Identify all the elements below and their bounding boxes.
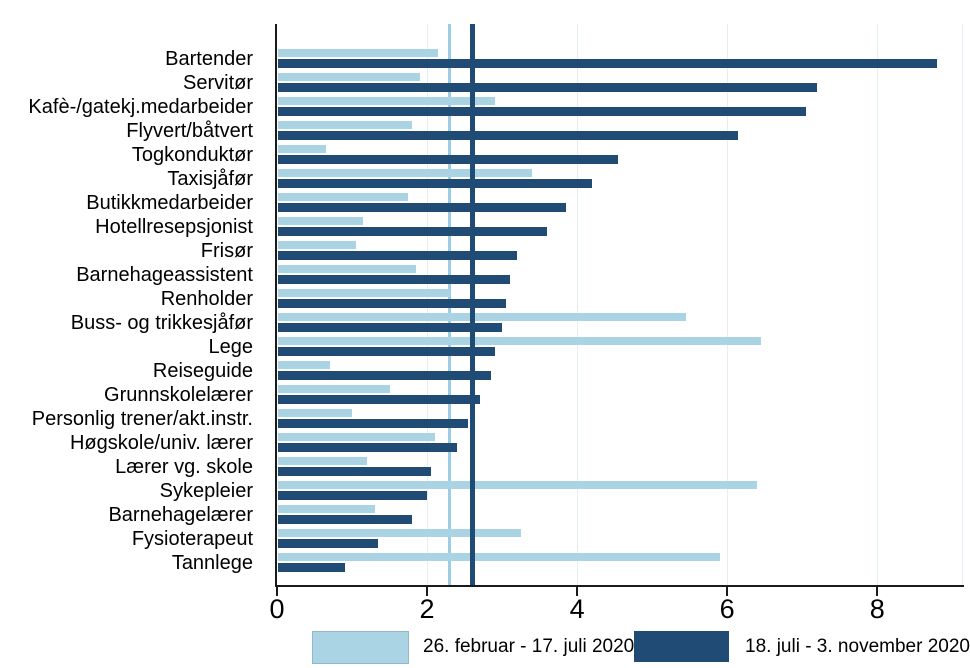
bar-period-2 (278, 299, 506, 308)
reference-line-period-2 (469, 24, 475, 585)
category-label: Tannlege (171, 551, 253, 574)
category-label: Buss- og trikkesjåfør (70, 311, 253, 334)
bar-period-2 (278, 491, 428, 500)
x-axis-tick (426, 587, 429, 596)
category-label: Grunnskolelærer (104, 383, 253, 406)
legend-swatch-period-1 (312, 631, 409, 664)
bar-period-2 (278, 155, 619, 164)
bar-period-1 (278, 433, 435, 441)
category-label: Bartender (165, 47, 253, 70)
x-axis-tick-label: 2 (419, 594, 435, 624)
bar-period-2 (278, 467, 431, 476)
bar-period-2 (278, 323, 503, 332)
x-axis-tick (726, 587, 729, 596)
category-label: Personlig trener/akt.instr. (31, 407, 253, 430)
bar-period-1 (278, 145, 326, 153)
bar-period-2 (278, 179, 593, 188)
bar-period-1 (278, 217, 364, 225)
category-label: Hotellresepsjonist (95, 215, 253, 238)
x-axis-line (275, 585, 964, 587)
category-label: Reiseguide (152, 359, 253, 382)
bar-period-1 (278, 49, 439, 57)
bar-period-1 (278, 241, 356, 249)
bar-period-2 (278, 59, 938, 68)
category-label: Servitør (183, 71, 253, 94)
bar-period-1 (278, 289, 450, 297)
x-axis-tick-label: 4 (569, 594, 585, 624)
y-axis-line (275, 24, 277, 587)
bar-period-2 (278, 347, 495, 356)
bar-period-2 (278, 395, 480, 404)
gridline (876, 24, 878, 585)
legend-label-period-2: 18. juli - 3. november 2020 (745, 636, 970, 657)
category-label: Høgskole/univ. lærer (69, 431, 253, 454)
bar-period-1 (278, 121, 413, 129)
bar-period-2 (278, 275, 510, 284)
x-axis-tick (576, 587, 579, 596)
bar-period-1 (278, 385, 390, 393)
bar-period-1 (278, 313, 686, 321)
bar-period-1 (278, 529, 521, 537)
bar-period-2 (278, 515, 413, 524)
bar-period-2 (278, 203, 566, 212)
category-label: Flyvert/båtvert (126, 119, 253, 142)
gridline (576, 24, 578, 585)
bar-period-2 (278, 419, 469, 428)
bar-period-2 (278, 539, 379, 548)
category-label: Butikkmedarbeider (86, 191, 253, 214)
category-label: Fysioterapeut (131, 527, 253, 550)
bar-period-2 (278, 443, 458, 452)
x-axis-tick (276, 587, 278, 596)
bar-period-2 (278, 131, 739, 140)
category-label: Togkonduktør (131, 143, 253, 166)
bar-period-1 (278, 457, 368, 465)
category-label: Lege (208, 335, 254, 358)
bar-period-2 (278, 563, 345, 572)
bar-period-2 (278, 83, 818, 92)
category-label: Frisør (200, 239, 253, 262)
category-label: Sykepleier (159, 479, 253, 502)
bar-period-1 (278, 73, 420, 81)
bar-period-1 (278, 553, 720, 561)
bar-period-1 (278, 481, 758, 489)
bar-period-1 (278, 409, 353, 417)
category-label: Barnehagelærer (108, 503, 253, 526)
plot-right-edge (962, 24, 963, 585)
bar-period-1 (278, 169, 533, 177)
category-label: Kafè-/gatekj.medarbeider (28, 95, 253, 118)
x-axis-tick-label: 6 (719, 594, 735, 624)
gridline (726, 24, 728, 585)
category-label: Barnehageassistent (76, 263, 253, 286)
bar-period-1 (278, 505, 375, 513)
bar-period-1 (278, 97, 495, 105)
category-label: Renholder (160, 287, 253, 310)
bar-period-2 (278, 227, 548, 236)
x-axis-tick-label: 8 (869, 594, 885, 624)
bar-period-2 (278, 107, 806, 116)
bar-period-2 (278, 251, 518, 260)
x-axis-tick (876, 587, 879, 596)
bar-period-1 (278, 193, 409, 201)
category-label: Lærer vg. skole (115, 455, 253, 478)
legend-swatch-period-2 (634, 631, 729, 662)
bar-period-1 (278, 361, 330, 369)
bar-period-2 (278, 371, 491, 380)
legend-label-period-1: 26. februar - 17. juli 2020 (423, 636, 635, 657)
bar-period-1 (278, 265, 416, 273)
x-axis-tick-label: 0 (269, 594, 285, 624)
bar-period-1 (278, 337, 761, 345)
category-label: Taxisjåfør (167, 167, 253, 190)
